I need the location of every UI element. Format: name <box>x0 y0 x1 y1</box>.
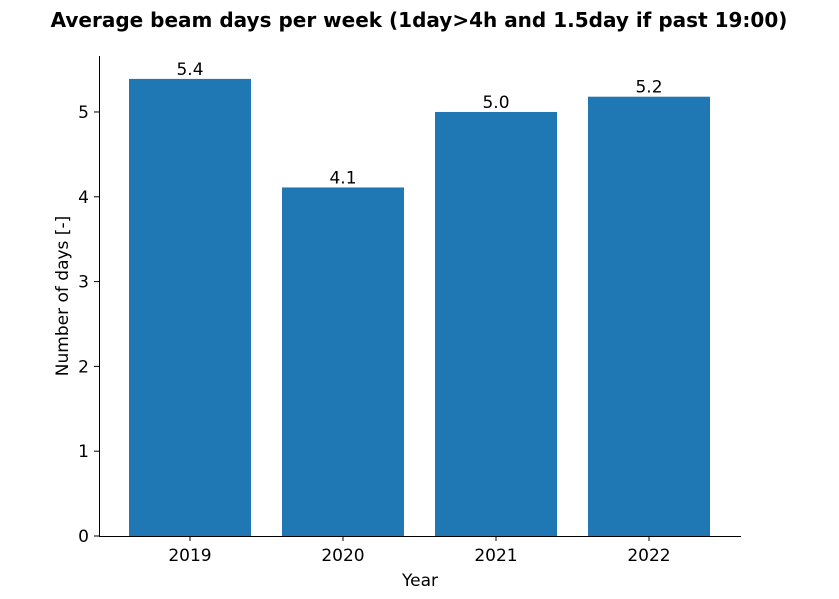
y-tick-label-5: 5 <box>78 103 89 123</box>
x-tick-label-2021: 2021 <box>474 546 517 566</box>
data-labels-group: 5.4 4.1 5.0 5.2 <box>176 60 662 189</box>
y-ticks-group: 0 1 2 3 4 5 <box>78 103 99 547</box>
x-tick-label-2022: 2022 <box>627 546 670 566</box>
x-tick-label-2020: 2020 <box>321 546 364 566</box>
data-label-2019: 5.4 <box>176 60 203 80</box>
chart-title: Average beam days per week (1day>4h and … <box>51 8 788 32</box>
x-ticks-group: 2019 2020 2021 2022 <box>168 536 671 566</box>
x-tick-label-2019: 2019 <box>168 546 211 566</box>
y-tick-label-4: 4 <box>78 188 89 208</box>
data-label-2020: 4.1 <box>329 168 356 188</box>
y-tick-label-0: 0 <box>78 527 89 547</box>
bar-2019 <box>129 78 251 537</box>
y-tick-label-1: 1 <box>78 442 89 462</box>
x-axis-label: Year <box>401 571 438 591</box>
data-label-2022: 5.2 <box>635 78 662 98</box>
y-tick-label-2: 2 <box>78 357 89 377</box>
bar-2022 <box>588 96 710 536</box>
y-axis-label: Number of days [-] <box>53 216 73 376</box>
bars-group <box>129 78 710 537</box>
bar-2021 <box>435 111 557 536</box>
data-label-2021: 5.0 <box>482 93 509 113</box>
bar-2020 <box>282 187 404 536</box>
y-tick-label-3: 3 <box>78 273 89 293</box>
